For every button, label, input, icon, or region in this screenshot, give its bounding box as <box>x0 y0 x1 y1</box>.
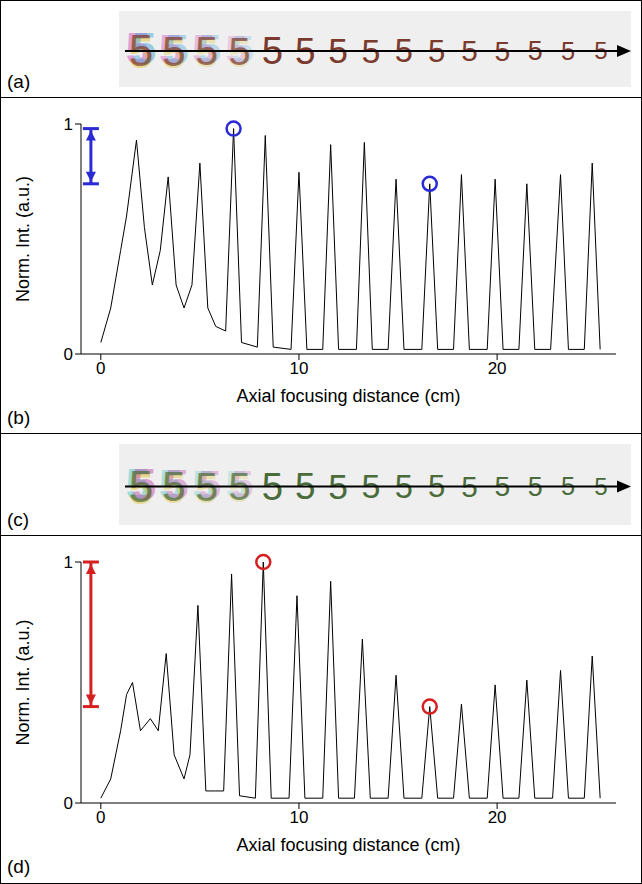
svg-text:5: 5 <box>494 34 511 67</box>
svg-text:10: 10 <box>290 808 309 827</box>
html-text:5 5: 5 5 <box>195 462 248 510</box>
html-text:(c): (c) <box>7 509 30 530</box>
svg-text:1: 1 <box>64 115 73 134</box>
svg-text:20: 20 <box>488 359 507 378</box>
svg-text:5: 5 <box>561 36 576 65</box>
svg-text:10: 10 <box>290 359 309 378</box>
svg-text:0: 0 <box>64 794 73 813</box>
svg-text:20: 20 <box>488 808 507 827</box>
svg-text:Axial focusing distance (cm): Axial focusing distance (cm) <box>236 835 460 855</box>
html-text:5 5 5 5 5 5: 5 5 5 5 5 5 <box>228 28 413 73</box>
svg-text:1: 1 <box>64 553 73 572</box>
svg-text:5: 5 <box>461 34 478 68</box>
html-text:5 5: 5 5 <box>162 26 216 75</box>
html-text:(a): (a) <box>7 71 31 92</box>
svg-text:5: 5 <box>561 472 576 501</box>
html-text:5 5: 5 5 <box>195 26 248 75</box>
svg-text:5: 5 <box>527 36 543 67</box>
svg-text:5: 5 <box>527 471 543 502</box>
svg-text:5: 5 <box>594 37 608 65</box>
html-text:5 5: 5 5 <box>162 461 216 511</box>
html-text:5 5: 5 5 <box>128 460 183 511</box>
svg-text:0: 0 <box>64 345 73 364</box>
html-text:(d): (d) <box>7 856 31 877</box>
svg-text:Norm. Int. (a.u.): Norm. Int. (a.u.) <box>13 619 33 745</box>
svg-text:5: 5 <box>428 469 446 505</box>
html-text:5 5: 5 5 <box>128 24 183 76</box>
svg-text:Norm. Int. (a.u.): Norm. Int. (a.u.) <box>13 176 33 302</box>
svg-text:5: 5 <box>494 470 511 503</box>
svg-text:5: 5 <box>461 469 478 503</box>
svg-text:0: 0 <box>96 359 105 378</box>
html-text:(b): (b) <box>7 407 31 428</box>
svg-text:Axial focusing distance (cm): Axial focusing distance (cm) <box>236 386 460 406</box>
svg-text:5: 5 <box>428 33 446 69</box>
svg-text:5: 5 <box>594 472 608 500</box>
svg-text:0: 0 <box>96 808 105 827</box>
html-text:5 5 5 5 5 5: 5 5 5 5 5 5 <box>228 464 413 509</box>
